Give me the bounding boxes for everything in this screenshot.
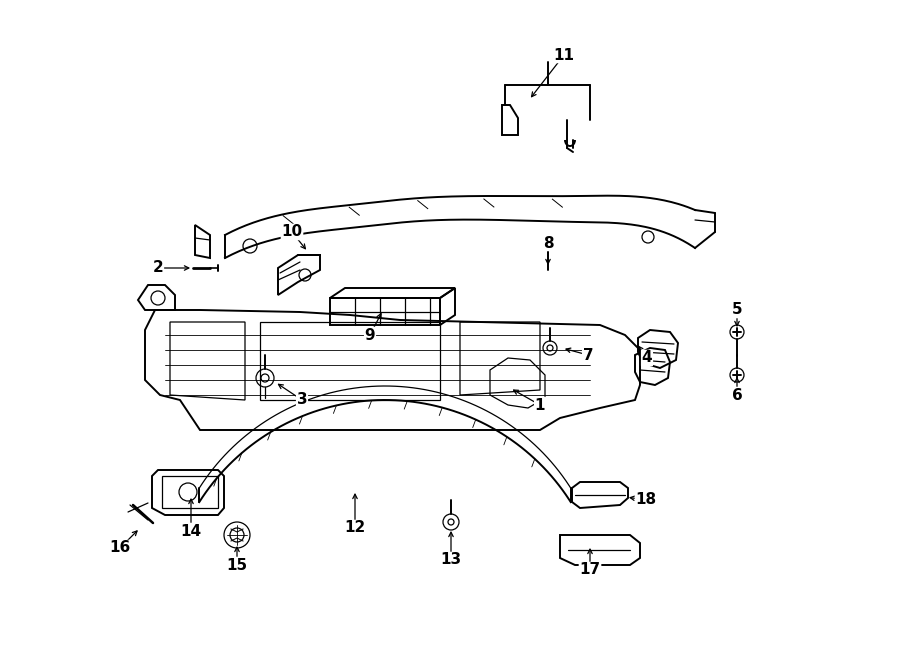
Text: 16: 16 — [110, 541, 130, 555]
Text: 18: 18 — [635, 492, 657, 508]
Text: 6: 6 — [732, 387, 742, 403]
Text: 8: 8 — [543, 235, 553, 251]
Text: 15: 15 — [227, 557, 248, 572]
Text: 3: 3 — [297, 393, 307, 407]
Text: 9: 9 — [364, 327, 375, 342]
Text: 4: 4 — [642, 350, 652, 366]
Text: 10: 10 — [282, 225, 302, 239]
Text: 2: 2 — [153, 260, 164, 276]
Text: 5: 5 — [732, 303, 742, 317]
Text: 13: 13 — [440, 553, 462, 568]
Text: 14: 14 — [180, 524, 202, 539]
Text: 11: 11 — [554, 48, 574, 63]
Text: 7: 7 — [582, 348, 593, 362]
Text: 17: 17 — [580, 563, 600, 578]
Text: 12: 12 — [345, 520, 365, 535]
Text: 1: 1 — [535, 397, 545, 412]
